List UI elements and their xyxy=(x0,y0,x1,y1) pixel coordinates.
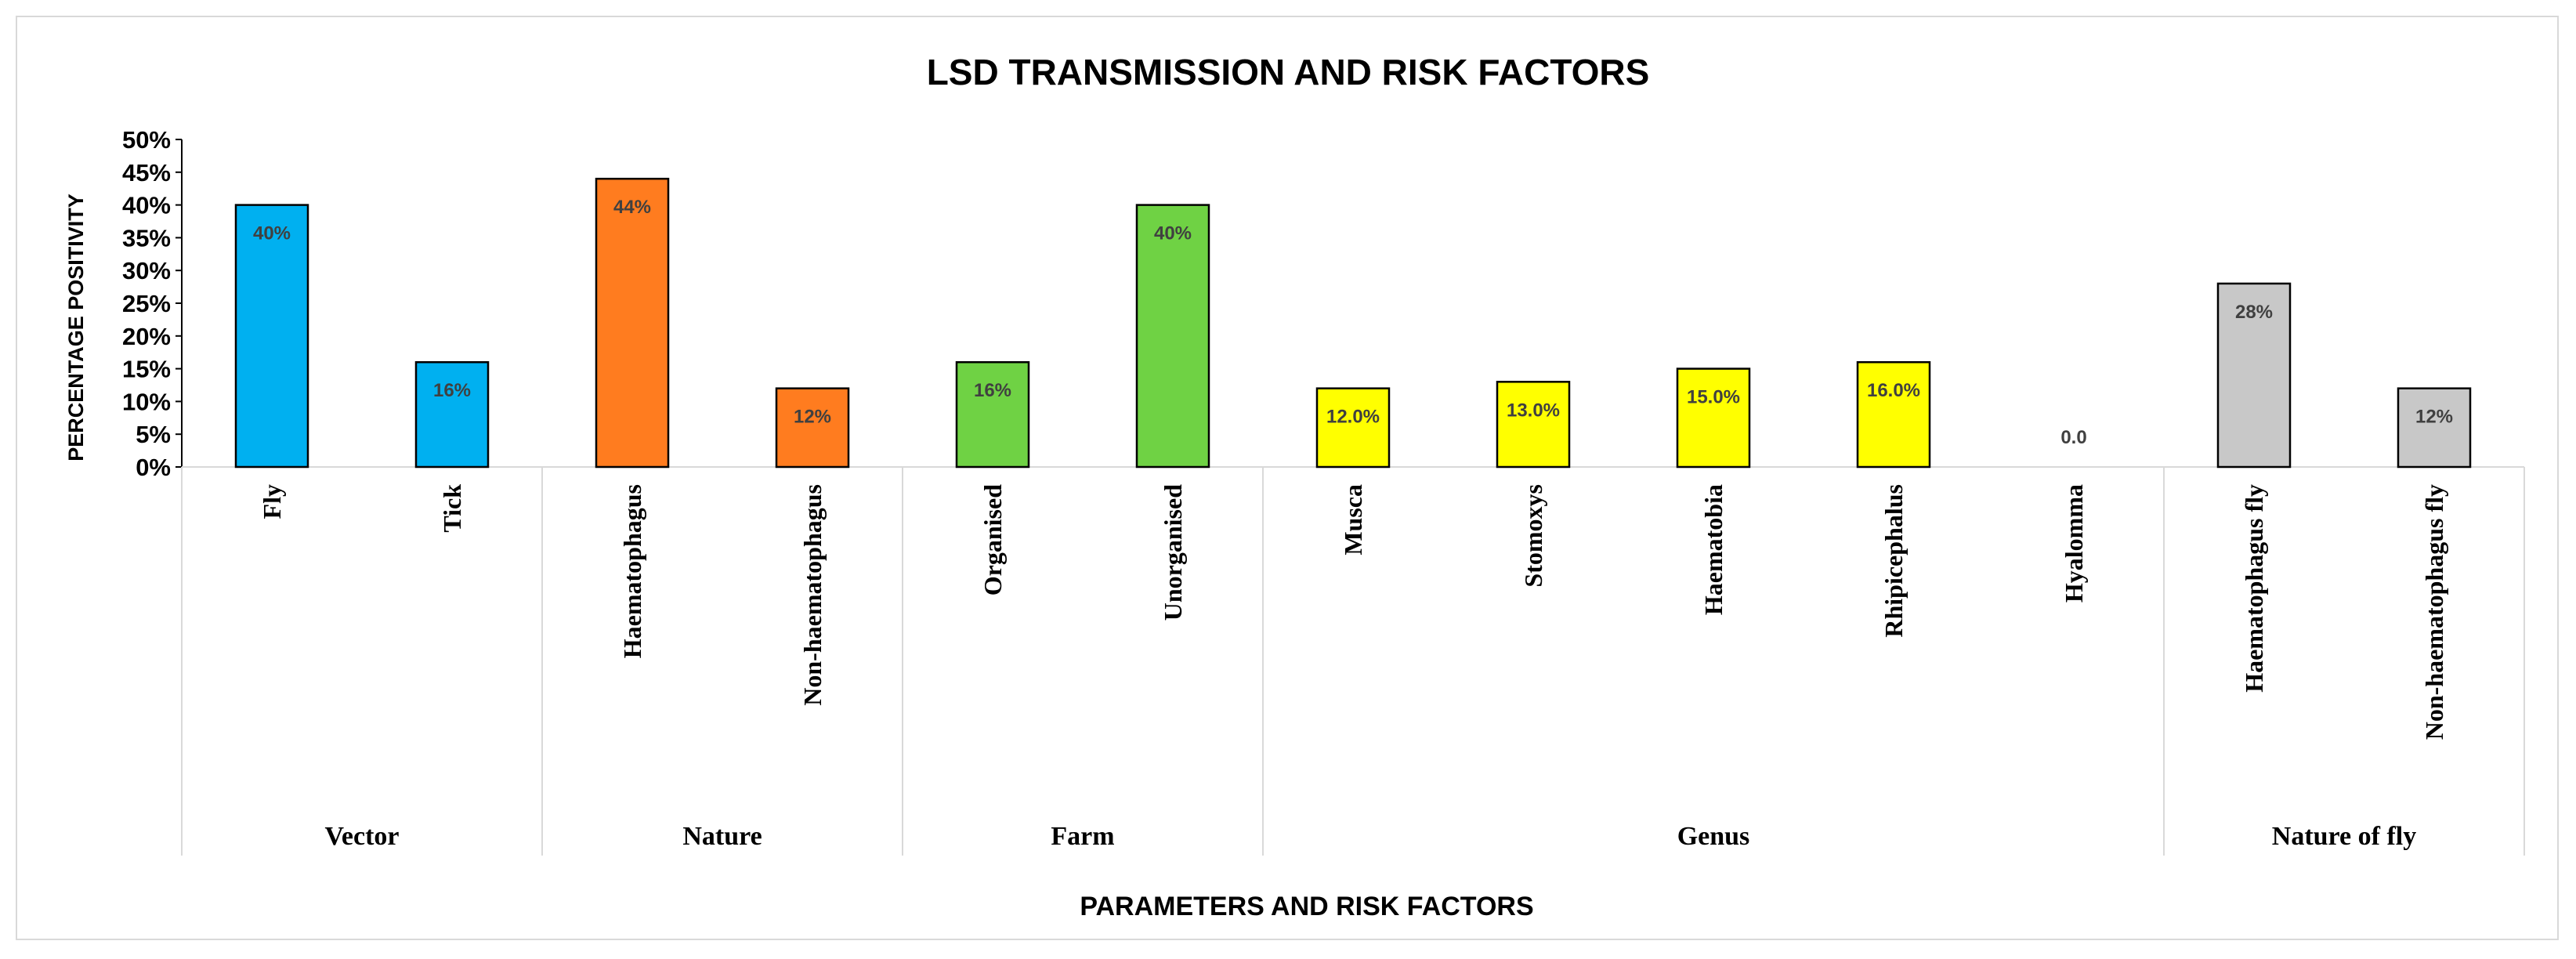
data-label: 13.0% xyxy=(1507,400,1560,421)
y-tick-label: 15% xyxy=(122,356,171,383)
category-label: Non-haematophagus xyxy=(798,484,827,706)
bar xyxy=(595,177,670,469)
x-axis-title: PARAMETERS AND RISK FACTORS xyxy=(1080,892,1533,921)
data-label: 12% xyxy=(2415,407,2453,428)
category-label: Organised xyxy=(979,484,1007,595)
category-label: Haematophagus fly xyxy=(2240,484,2268,693)
bar xyxy=(1315,387,1391,469)
bar xyxy=(2216,282,2292,469)
group-label: Nature of fly xyxy=(2272,822,2416,851)
category-label: Hyalomma xyxy=(2060,484,2088,603)
category-label: Tick xyxy=(438,484,466,533)
category-label: Stomoxys xyxy=(1519,484,1547,588)
group-label: Vector xyxy=(324,822,399,851)
chart-frame xyxy=(16,16,2559,940)
y-tick-label: 25% xyxy=(122,290,171,317)
category-label: Musca xyxy=(1339,484,1367,555)
y-tick-label: 20% xyxy=(122,323,171,350)
data-label: 12.0% xyxy=(1326,407,1380,428)
group-label: Farm xyxy=(1051,822,1114,851)
group-label: Nature xyxy=(682,822,762,851)
bar xyxy=(955,360,1030,469)
plot-area: 0% 5% 10% 15% 20% 25% 30% 35% 40% 45% 50% 40% Fly 16%… xyxy=(122,126,2525,856)
bar xyxy=(414,360,490,469)
y-tick-label: 35% xyxy=(122,224,171,252)
bar xyxy=(1676,367,1751,469)
data-label: 16% xyxy=(433,380,471,401)
bar xyxy=(234,204,309,469)
data-label: 44% xyxy=(613,197,651,218)
category-label: Haematophagus xyxy=(618,484,646,658)
bar xyxy=(2397,387,2472,469)
chart-title: LSD TRANSMISSION AND RISK FACTORS xyxy=(927,52,1650,92)
category-label: Rhipicephalus xyxy=(1880,484,1908,638)
category-label: Haematobia xyxy=(1699,484,1728,615)
data-label: 16% xyxy=(974,380,1011,401)
category-label: Unorganised xyxy=(1159,484,1187,621)
y-tick-label: 45% xyxy=(122,159,171,186)
data-label: 0.0 xyxy=(2060,427,2086,448)
y-axis-title: PERCENTAGE POSITIVITY xyxy=(64,194,88,461)
y-tick-label: 50% xyxy=(122,126,171,154)
group-label: Genus xyxy=(1677,822,1750,851)
bar xyxy=(1856,360,1931,469)
data-label: 40% xyxy=(253,223,291,244)
y-tick-label: 30% xyxy=(122,257,171,284)
bar xyxy=(1135,204,1210,469)
data-label: 28% xyxy=(2235,302,2273,323)
y-tick-label: 0% xyxy=(136,454,171,481)
category-label: Fly xyxy=(258,484,286,519)
category-label: Non-haematophagus fly xyxy=(2420,484,2448,740)
data-label: 15.0% xyxy=(1687,387,1740,408)
data-label: 16.0% xyxy=(1867,380,1920,401)
bar xyxy=(775,387,850,469)
data-label: 40% xyxy=(1154,223,1192,244)
bar xyxy=(1496,381,1571,469)
y-tick-label: 5% xyxy=(136,421,171,448)
data-label: 12% xyxy=(794,407,831,428)
y-tick-label: 40% xyxy=(122,192,171,219)
y-tick-label: 10% xyxy=(122,388,171,415)
